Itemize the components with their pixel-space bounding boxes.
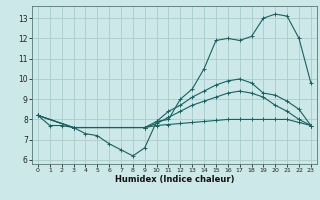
X-axis label: Humidex (Indice chaleur): Humidex (Indice chaleur) — [115, 175, 234, 184]
